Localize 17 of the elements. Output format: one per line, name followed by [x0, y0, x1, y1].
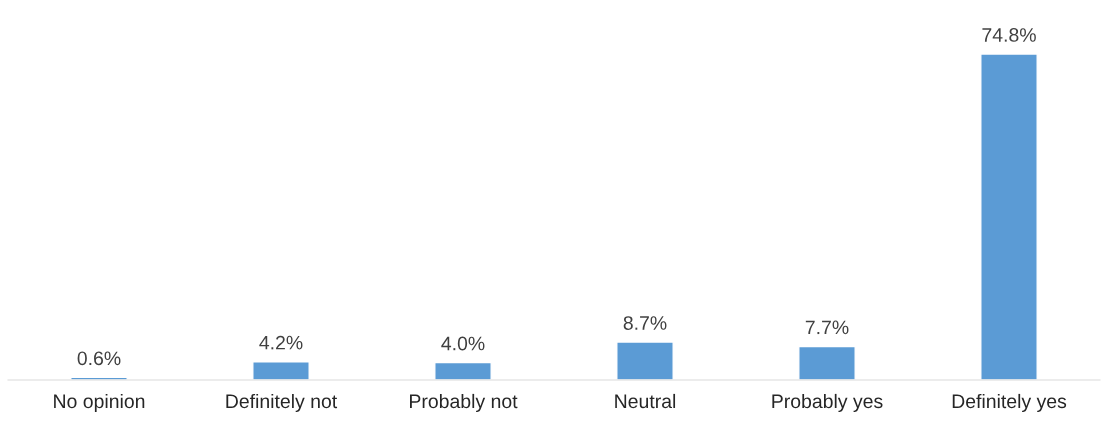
bar — [616, 341, 674, 380]
data-label: 8.7% — [623, 316, 667, 330]
bar — [434, 361, 492, 380]
data-label: 4.2% — [259, 335, 303, 350]
x-tick-label: Definitely yes — [952, 393, 1067, 413]
x-tick-label: No opinion — [54, 393, 145, 413]
x-tick-label: Probably yes — [772, 393, 883, 413]
data-label: 74.8% — [982, 28, 1036, 42]
x-tick-label: Neutral — [615, 393, 676, 409]
bar — [980, 53, 1038, 380]
data-label: 4.0% — [441, 336, 485, 351]
data-label: 7.7% — [805, 320, 849, 335]
x-tick-label: Probably not — [410, 393, 518, 413]
x-tick-label: Definitely not — [226, 393, 338, 413]
data-label: 0.6% — [77, 351, 121, 366]
bar — [798, 345, 856, 380]
bar — [252, 361, 310, 380]
